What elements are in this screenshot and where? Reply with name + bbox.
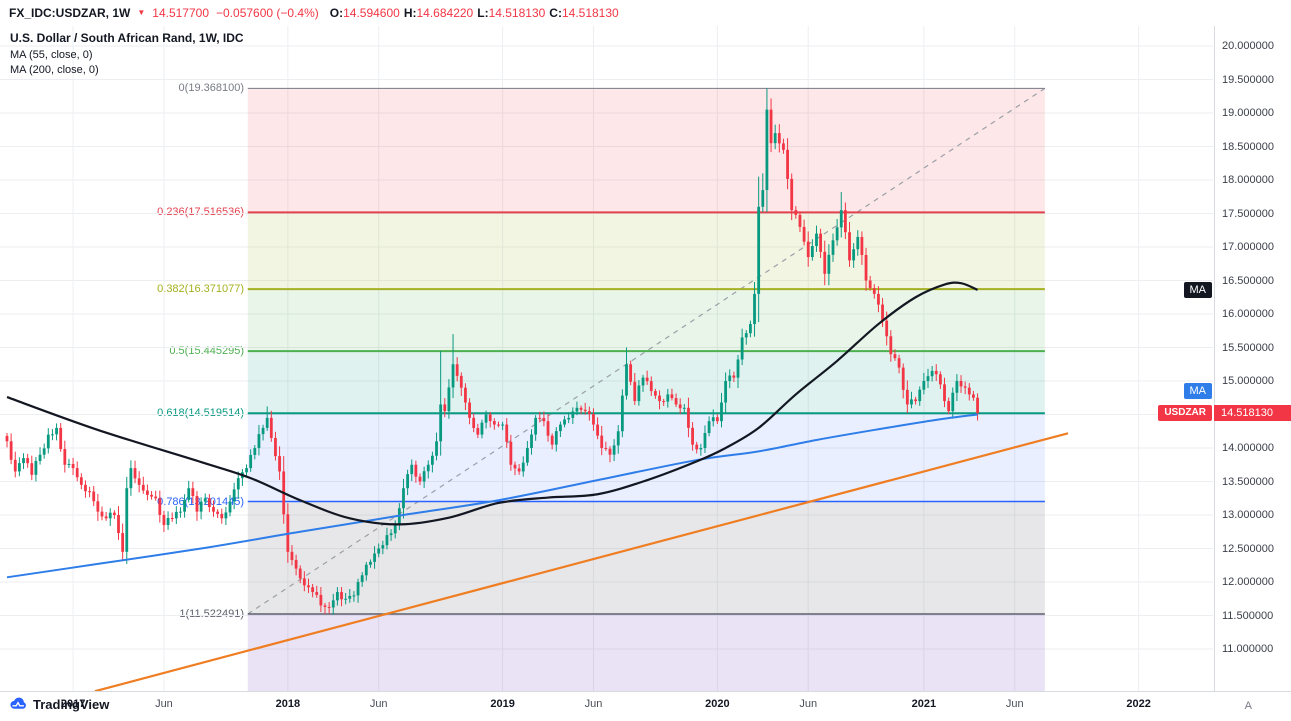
price-axis-label: 16.500000 [1222, 274, 1274, 287]
price-axis-label: 17.000000 [1222, 241, 1274, 253]
fib-label-0.5: 0.5(15.445295) [169, 345, 244, 358]
symbol-info-bar: FX_IDC:USDZAR, 1W ▼ 14.517700 −0.057600 … [0, 0, 1291, 26]
time-axis-label-jun: Jun [584, 698, 603, 710]
tradingview-logo-text: TradingView [33, 696, 110, 712]
ohlc-low-value: 14.518130 [488, 6, 546, 20]
price-axis-label: 20.000000 [1222, 40, 1274, 52]
symbol-title[interactable]: FX_IDC:USDZAR, 1W [9, 6, 131, 20]
fib-bands [247, 88, 1045, 691]
time-axis-label-2019: 2019 [490, 698, 515, 710]
down-triangle-icon: ▼ [137, 7, 146, 17]
ohlc-open-value: 14.594600 [343, 6, 400, 20]
candlestick-series [5, 88, 979, 615]
time-axis-label-jun: Jun [1005, 698, 1024, 710]
price-axis-label: 19.500000 [1222, 73, 1274, 86]
time-axis-label-2021: 2021 [911, 698, 937, 710]
time-axis-label-2018: 2018 [275, 698, 301, 710]
plot-area[interactable] [0, 26, 1213, 691]
price-axis-label: 19.000000 [1222, 107, 1274, 119]
price-axis-label: 15.500000 [1222, 341, 1274, 354]
axis-auto-button[interactable]: A [1244, 700, 1252, 712]
ma55-value-badge: MA [1183, 281, 1212, 298]
ma200-line[interactable] [6, 413, 978, 579]
ohlc-close-value: 14.518130 [561, 6, 619, 20]
price-axis-label: 11.000000 [1222, 643, 1274, 655]
price-axis-label: 14.000000 [1222, 442, 1274, 454]
time-axis-label-jun: Jun [799, 698, 818, 710]
ohlc-values: O:14.594600 H:14.684220 L:14.518130 C:14.51… [326, 6, 619, 20]
price-axis-label: 13.000000 [1222, 509, 1274, 521]
ohlc-close-label: C: [549, 6, 562, 20]
ohlc-high-label: H: [403, 6, 417, 20]
time-axis-label-jun: Jun [155, 698, 173, 710]
fib-label-0.786: 0.786(13.201445) [157, 495, 244, 508]
time-axis[interactable]: 2017 Jun 2018 Jun 2019 Jun 2020 Jun 2021 Jun 2022 [0, 691, 1291, 721]
price-axis-label: 18.500000 [1222, 140, 1274, 153]
cloud-icon [10, 697, 26, 709]
fib-label-0.618: 0.618(14.519514) [157, 407, 244, 420]
price-axis-label: 16.000000 [1222, 308, 1274, 320]
fib-label-0.382: 0.382(16.371077) [157, 283, 244, 296]
ohlc-high-value: 14.684220 [416, 6, 474, 20]
price-axis-label: 12.500000 [1222, 542, 1274, 555]
ohlc-low-label: L: [477, 6, 489, 20]
last-price-badge: USDZAR 14.518130 [1158, 405, 1291, 422]
price-axis-label: 17.500000 [1222, 207, 1274, 220]
time-axis-label-2020: 2020 [705, 698, 730, 710]
support-trendline[interactable] [94, 432, 1069, 691]
time-axis-label-2017: 2017 [60, 698, 86, 710]
price-axis-label: 15.000000 [1222, 375, 1274, 387]
grid-lines [0, 26, 1213, 691]
price-badge-symbol: USDZAR [1158, 405, 1212, 422]
time-axis-label-jun: Jun [369, 698, 388, 710]
price-axis[interactable]: 20.000000 19.500000 19.000000 18.500000 18.0… [1214, 26, 1291, 691]
ohlc-open-label: O: [329, 6, 344, 20]
fib-label-1: 1(11.522491) [179, 607, 244, 620]
price-badge-value: 14.518130 [1214, 405, 1291, 422]
legend-ma55[interactable]: MA (55, close, 0) [10, 49, 93, 61]
time-axis-label-2022: 2022 [1126, 698, 1151, 710]
fib-label-0: 0(19.368100) [178, 82, 244, 95]
price-axis-label: 18.000000 [1222, 174, 1274, 186]
fib-level-lines [247, 87, 1045, 615]
price-axis-label: 12.000000 [1222, 576, 1274, 588]
fib-label-0.236: 0.236(17.516536) [157, 206, 244, 219]
price-axis-label: 13.500000 [1222, 475, 1274, 488]
price-change: −0.057600 (−0.4%) [216, 6, 319, 20]
tradingview-logo[interactable]: TradingView [8, 696, 109, 712]
legend-ma200[interactable]: MA (200, close, 0) [10, 64, 99, 76]
price-axis-label: 11.500000 [1222, 609, 1274, 622]
ma55-line[interactable] [6, 281, 978, 526]
last-price: 14.517700 [152, 6, 209, 20]
legend-symbol-title[interactable]: U.S. Dollar / South African Rand, 1W, ID… [10, 31, 244, 45]
ma200-value-badge: MA [1183, 383, 1212, 400]
chart-legend: U.S. Dollar / South African Rand, 1W, ID… [10, 31, 244, 79]
